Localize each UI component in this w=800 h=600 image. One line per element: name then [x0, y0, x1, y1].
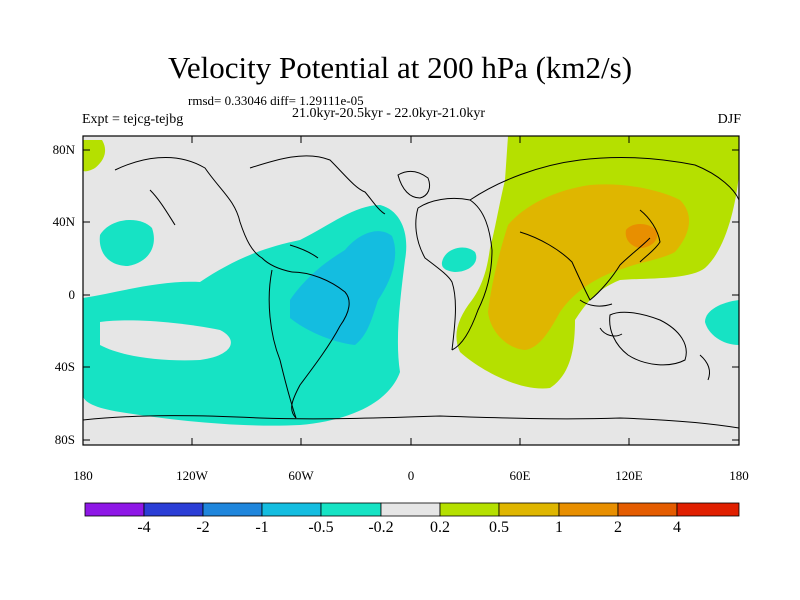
colorbar-box-2	[143, 502, 204, 517]
colorbar-box-9	[558, 502, 619, 517]
colorbar	[84, 502, 740, 517]
positive-region-arctic-west	[83, 140, 106, 172]
colorbar-label: -2	[196, 519, 210, 536]
colorbar-box-1	[84, 502, 145, 517]
period-line: 21.0kyr-20.5kyr - 22.0kyr-21.0kyr	[292, 106, 486, 121]
colorbar-label: 4	[673, 519, 681, 536]
colorbar-box-10	[617, 502, 678, 517]
lat-label-80n: 80N	[52, 142, 75, 157]
colorbar-box-8	[498, 502, 560, 517]
lon-label-120w: 120W	[176, 468, 208, 483]
lon-label-180e: 180	[729, 468, 749, 483]
colorbar-label: -1	[255, 519, 269, 536]
experiment-line: Expt = tejcg-tejbg	[82, 112, 184, 127]
contour-field	[83, 136, 739, 445]
lon-label-60w: 60W	[288, 468, 314, 483]
colorbar-label: 0.2	[430, 519, 450, 536]
lon-label-0: 0	[407, 468, 415, 483]
colorbar-box-7	[439, 502, 500, 517]
colorbar-label: -0.5	[308, 519, 334, 536]
axis-ticks	[83, 136, 739, 445]
negative-region-east-edge	[705, 300, 739, 345]
colorbar-box-11	[676, 502, 740, 517]
lon-label-60e: 60E	[509, 468, 531, 483]
colorbar-box-5	[320, 502, 382, 517]
season-label: DJF	[717, 112, 741, 127]
negative-region-africa-blob	[441, 247, 477, 272]
lon-label-120e: 120E	[615, 468, 643, 483]
colorbar-label: -0.2	[368, 519, 394, 536]
colorbar-label: 1	[555, 519, 563, 536]
colorbar-label: -4	[137, 519, 151, 536]
negative-region-south-pacific	[100, 320, 231, 361]
lat-label-0: 0	[68, 287, 76, 302]
lat-label-40n: 40N	[52, 214, 75, 229]
lon-label-180w: 180	[73, 468, 93, 483]
lat-label-40s: 40S	[54, 359, 75, 374]
colorbar-box-4	[261, 502, 322, 517]
lat-label-80s: 80S	[54, 432, 75, 447]
positive-max-korea-japan	[625, 224, 658, 248]
colorbar-label: 0.5	[489, 519, 509, 536]
negative-region-pacific-north	[99, 219, 154, 266]
map-title: Velocity Potential at 200 hPa (km2/s)	[167, 50, 633, 85]
negative-core-south-america	[290, 231, 396, 345]
coastlines	[83, 155, 739, 429]
colorbar-label: 2	[614, 519, 622, 536]
stats-line: rmsd= 0.33046 diff= 1.29111e-05	[188, 93, 364, 108]
colorbar-box-6	[380, 502, 441, 517]
colorbar-box-3	[202, 502, 263, 517]
negative-region-atlantic	[83, 205, 407, 426]
